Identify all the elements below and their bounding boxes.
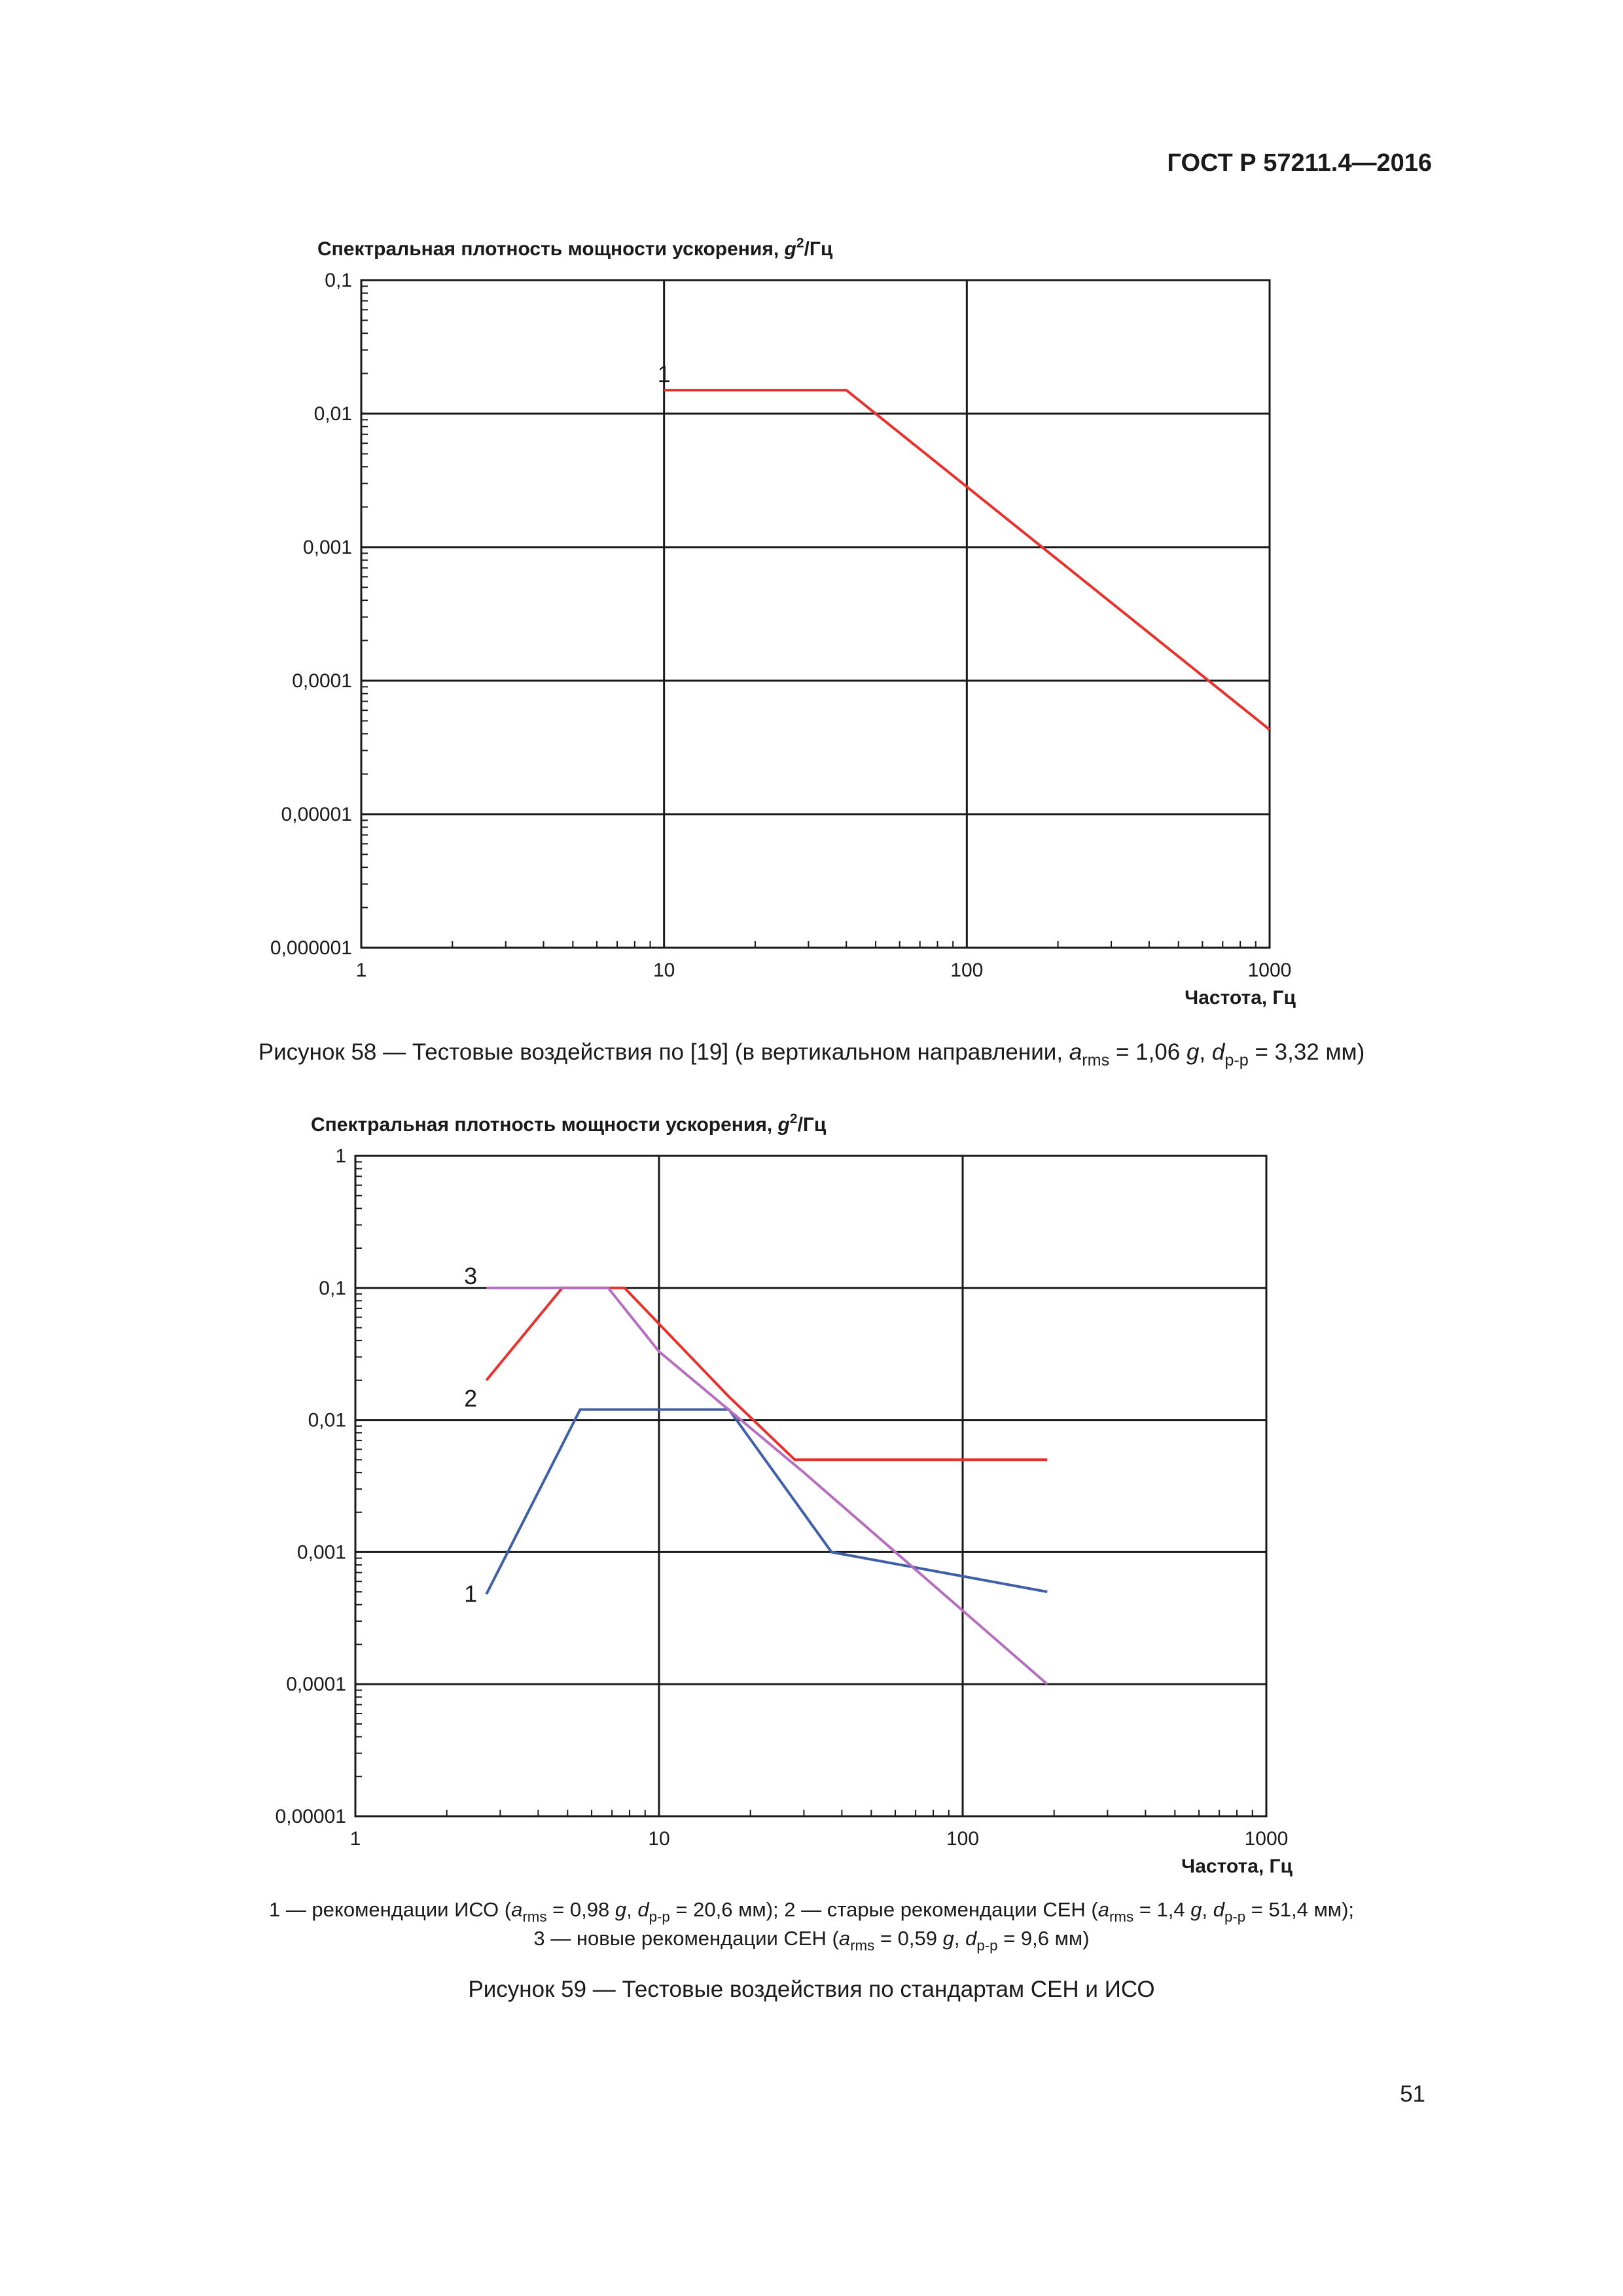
chart2-plot-frame — [354, 1155, 1268, 1818]
caption-58-d: d — [1211, 1039, 1225, 1065]
legend-1-d-1: d — [637, 1898, 649, 1921]
chart2-x-tick-label: 100 — [946, 1828, 979, 1850]
chart1-title-main: Спектральная плотность мощности ускорени… — [317, 238, 785, 260]
page-number: 51 — [1400, 2081, 1425, 2107]
legend-2-rms: rms — [850, 1937, 875, 1954]
caption-58-a: a — [1069, 1039, 1082, 1065]
chart2-y-tick-label: 0,001 — [297, 1541, 346, 1563]
chart2-x-tick-label: 10 — [648, 1828, 669, 1850]
legend-1-d-2: d — [1213, 1898, 1224, 1921]
legend-2-pp: p-p — [976, 1937, 998, 1954]
chart2-title-main: Спектральная плотность мощности ускорени… — [311, 1114, 778, 1136]
legend-2-d: d — [965, 1927, 977, 1950]
chart1-plot-frame — [360, 279, 1271, 949]
legend-2-text-b: = 0,59 — [874, 1927, 943, 1950]
legend-1-comma-1: , — [626, 1898, 638, 1921]
chart1-x-tick-label: 1000 — [1248, 960, 1292, 981]
chart1-title-g: g — [784, 238, 796, 260]
psd-chart-figure-59: Спектральная плотность мощности ускорени… — [276, 1111, 1293, 1877]
chart2-x-tick-label: 1 — [350, 1828, 361, 1850]
legend-1-text-b: = 0,98 — [546, 1898, 615, 1921]
chart1-x-axis-label: Частота, Гц — [1185, 987, 1296, 1009]
legend-1-rms-2: rms — [1109, 1908, 1134, 1925]
chart2-title: Спектральная плотность мощности ускорени… — [311, 1111, 827, 1136]
caption-58-rms: rms — [1082, 1050, 1110, 1069]
legend-1-comma-2: , — [1202, 1898, 1213, 1921]
chart1-title-unit: /Гц — [804, 238, 833, 260]
legend-1-a-1: a — [511, 1898, 523, 1921]
caption-58-g: g — [1186, 1039, 1200, 1065]
chart1-y-tick-label: 0,00001 — [281, 804, 352, 825]
chart2-series-2-label: 2 — [464, 1385, 477, 1412]
legend-1-pp-2: p-p — [1224, 1908, 1246, 1925]
legend-1-a-2: a — [1097, 1898, 1109, 1921]
legend-2-text-c: = 9,6 мм) — [997, 1927, 1090, 1950]
figure-59-legend-line-1: 1 — рекомендации ИСО (arms = 0,98 g, dp-… — [0, 1898, 1623, 1925]
chart2-title-sup: 2 — [790, 1111, 798, 1126]
caption-58-dpp-value: = 3,32 мм) — [1248, 1039, 1365, 1065]
legend-1-g-1: g — [615, 1898, 627, 1921]
chart2-series-2-line — [485, 1286, 1048, 1462]
caption-58-arms-value: = 1,06 — [1109, 1039, 1186, 1065]
psd-chart-figure-58: Спектральная плотность мощности ускорени… — [270, 236, 1296, 1009]
legend-1-text-c: = 20,6 мм); 2 — старые рекомендации СЕН … — [669, 1898, 1098, 1921]
chart1-title-sup: 2 — [796, 236, 804, 251]
figure-58-caption: Рисунок 58 — Тестовые воздействия по [19… — [0, 1039, 1623, 1069]
chart1-y-tick-label: 0,0001 — [292, 670, 352, 692]
chart2-x-tick-label: 1000 — [1245, 1828, 1289, 1850]
legend-1-pp-1: p-p — [649, 1908, 670, 1925]
chart1-series-1-line — [664, 389, 1271, 731]
caption-58-comma: , — [1199, 1039, 1212, 1065]
chart2-y-tick-label: 0,00001 — [276, 1806, 346, 1827]
legend-2-g: g — [942, 1927, 954, 1950]
chart2-title-g: g — [777, 1114, 790, 1136]
chart2-series-3-label: 3 — [464, 1263, 477, 1289]
figure-59-legend-line-2: 3 — новые рекомендации СЕН (arms = 0,59 … — [0, 1927, 1623, 1952]
legend-2-comma: , — [954, 1927, 966, 1950]
legend-1-text-e: = 51,4 мм); — [1245, 1898, 1355, 1921]
chart2-y-tick-label: 0,0001 — [286, 1674, 346, 1695]
standard-number-header: ГОСТ Р 57211.4—2016 — [1167, 149, 1432, 177]
legend-2-text-a: 3 — новые рекомендации СЕН ( — [533, 1927, 839, 1950]
figure-59-caption: Рисунок 59 — Тестовые воздействия по ста… — [468, 1977, 1155, 2002]
chart2-series-3-line — [486, 1286, 1048, 1685]
chart1-y-tick-label: 0,01 — [314, 403, 352, 425]
chart1-y-tick-label: 0,1 — [325, 270, 352, 291]
chart1-x-tick-label: 100 — [950, 960, 983, 981]
legend-1-text-d: = 1,4 — [1133, 1898, 1191, 1921]
chart2-y-tick-label: 0,1 — [319, 1278, 346, 1299]
chart1-x-tick-label: 10 — [653, 960, 675, 981]
chart2-series-1-label: 1 — [464, 1581, 477, 1607]
chart1-x-tick-label: 1 — [356, 960, 367, 981]
chart1-y-tick-label: 0,001 — [303, 537, 352, 558]
caption-58-pp: p-p — [1224, 1050, 1249, 1069]
chart1-title: Спектральная плотность мощности ускорени… — [317, 236, 833, 260]
caption-58-prefix: Рисунок 58 — Тестовые воздействия по [19… — [258, 1039, 1069, 1065]
legend-1-text-a: 1 — рекомендации ИСО ( — [268, 1898, 512, 1921]
chart1-series-1-label: 1 — [658, 361, 671, 387]
legend-1-g-2: g — [1190, 1898, 1202, 1921]
chart2-x-axis-label: Частота, Гц — [1181, 1856, 1293, 1877]
chart1-y-tick-label: 0,000001 — [270, 937, 352, 959]
chart2-title-unit: /Гц — [798, 1114, 827, 1136]
chart2-y-tick-label: 0,01 — [308, 1410, 346, 1431]
chart2-y-tick-label: 1 — [335, 1145, 346, 1167]
legend-1-rms-1: rms — [522, 1908, 547, 1925]
legend-2-a: a — [838, 1927, 851, 1950]
